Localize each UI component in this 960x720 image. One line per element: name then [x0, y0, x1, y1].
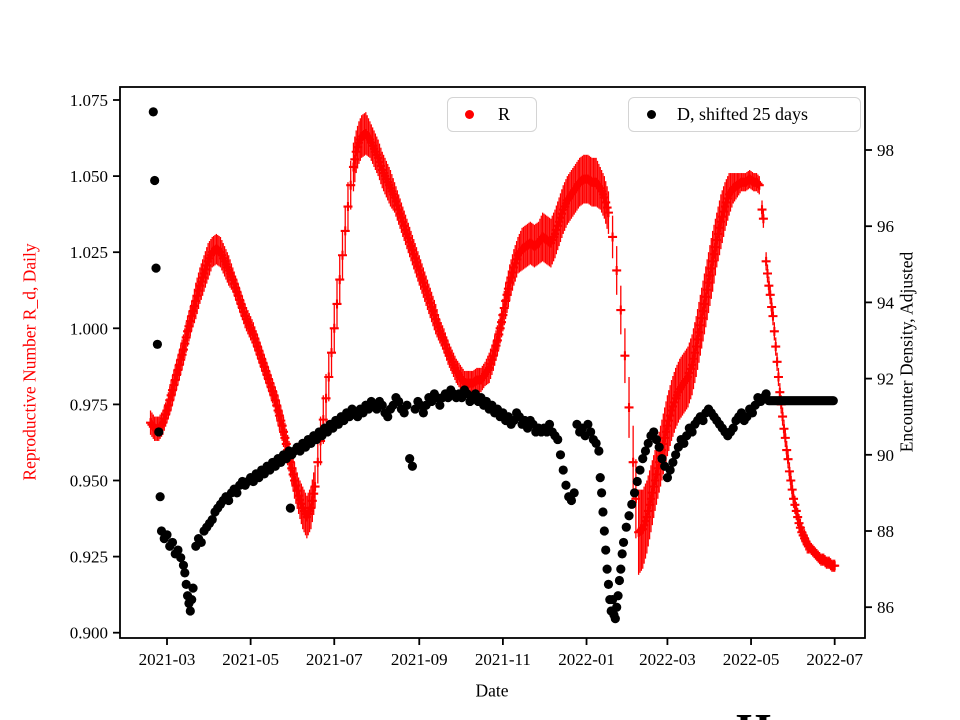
legend-d-marker-icon — [647, 110, 656, 119]
svg-text:2022-03: 2022-03 — [639, 650, 696, 669]
svg-text:1.050: 1.050 — [70, 167, 108, 186]
svg-text:2022-07: 2022-07 — [806, 650, 863, 669]
svg-text:1.025: 1.025 — [70, 243, 108, 262]
svg-text:2021-03: 2021-03 — [139, 650, 196, 669]
svg-text:90: 90 — [877, 446, 894, 465]
svg-text:1.000: 1.000 — [70, 319, 108, 338]
svg-text:0.925: 0.925 — [70, 548, 108, 567]
svg-text:86: 86 — [877, 598, 894, 617]
svg-text:94: 94 — [877, 293, 895, 312]
svg-text:96: 96 — [877, 217, 894, 236]
svg-text:2021-11: 2021-11 — [475, 650, 531, 669]
svg-text:0.950: 0.950 — [70, 472, 108, 491]
svg-text:2022-05: 2022-05 — [723, 650, 780, 669]
legend-r: R — [447, 97, 537, 132]
svg-text:2022-01: 2022-01 — [558, 650, 615, 669]
svg-text:2021-05: 2021-05 — [222, 650, 279, 669]
x-axis-label: Date — [475, 680, 509, 701]
legend-r-label: R — [498, 104, 511, 124]
svg-text:2021-07: 2021-07 — [306, 650, 363, 669]
svg-text:92: 92 — [877, 370, 894, 389]
legend-d: D, shifted 25 days — [628, 97, 861, 132]
svg-text:2021-09: 2021-09 — [391, 650, 448, 669]
svg-text:0.900: 0.900 — [70, 624, 108, 643]
y-axis-label-right: Encounter Density, Adjusted — [896, 251, 917, 453]
svg-text:98: 98 — [877, 141, 894, 160]
svg-text:88: 88 — [877, 522, 894, 541]
y-axis-label-left: Reproductive Number R_d, Daily — [19, 243, 40, 481]
legend-d-label: D, shifted 25 days — [677, 104, 808, 124]
legend-r-marker-icon — [465, 110, 474, 119]
partial-caption: H — [736, 712, 782, 720]
svg-text:1.075: 1.075 — [70, 91, 108, 110]
svg-text:0.975: 0.975 — [70, 395, 108, 414]
